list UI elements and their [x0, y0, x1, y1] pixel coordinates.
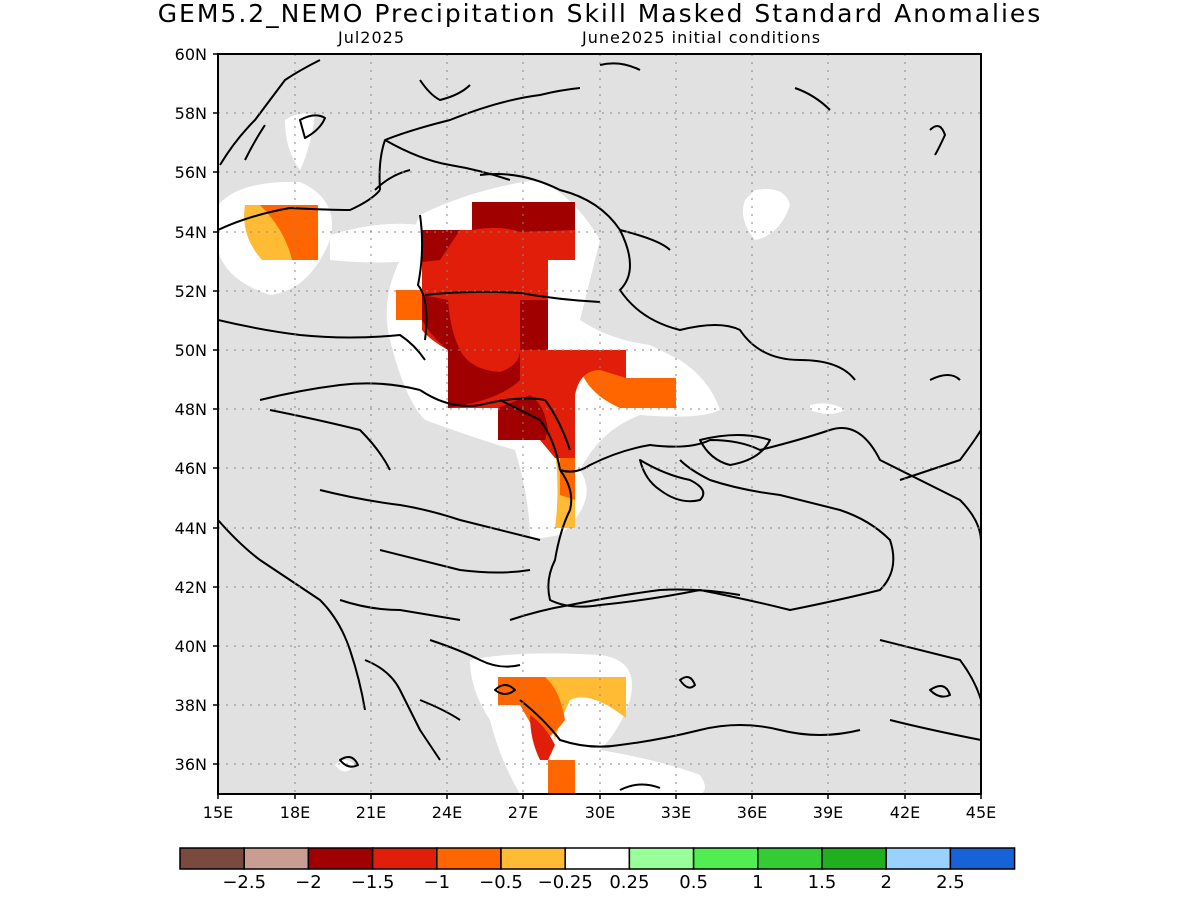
lat-tick-label: 40N — [175, 637, 207, 656]
colorbar-swatch — [885, 847, 952, 870]
lat-tick-labels: 60N 58N 56N 54N 52N 50N 48N 46N 44N 42N … — [175, 45, 207, 774]
colorbar-swatch — [179, 847, 245, 870]
colorbar-label: 1 — [752, 872, 763, 893]
colorbar-label: −2 — [295, 872, 322, 893]
lat-tick-label: 60N — [175, 45, 207, 64]
colorbar-label: 2.5 — [936, 872, 965, 893]
lat-tick-label: 42N — [175, 578, 207, 597]
colorbar-swatch — [371, 847, 438, 870]
lon-tick-label: 15E — [203, 803, 233, 822]
colorbar-label: −0.25 — [538, 872, 593, 893]
colorbar-swatch — [821, 847, 887, 870]
grid-lines — [218, 54, 981, 794]
lon-tick-label: 33E — [661, 803, 691, 822]
colorbar-label: −1.5 — [351, 872, 395, 893]
lat-tick-label: 38N — [175, 696, 207, 715]
anomaly-field — [218, 113, 845, 794]
colorbar-swatch — [757, 847, 823, 870]
lon-tick-label: 45E — [966, 803, 996, 822]
chart-title: GEM5.2_NEMO Precipitation Skill Masked S… — [157, 0, 1043, 28]
coastlines — [218, 59, 981, 791]
lon-tick-label: 21E — [356, 803, 386, 822]
lat-tick-label: 48N — [175, 400, 207, 419]
lon-tick-label: 24E — [432, 803, 462, 822]
colorbar-label: 2 — [880, 872, 891, 893]
colorbar-label: −1 — [424, 872, 451, 893]
lon-tick-label: 39E — [813, 803, 843, 822]
colorbar-label: 0.25 — [609, 872, 649, 893]
colorbar-swatch — [628, 847, 695, 870]
colorbar-label: 1.5 — [808, 872, 837, 893]
lat-tick-label: 36N — [175, 755, 207, 774]
colorbar-label: −0.5 — [479, 872, 523, 893]
lon-tick-label: 18E — [280, 803, 310, 822]
colorbar: −2.5 −2 −1.5 −1 −0.5 −0.25 0.25 0.5 1 1.5 2 2.5 — [179, 847, 1016, 893]
colorbar-swatch — [949, 847, 1016, 870]
lat-tick-label: 46N — [175, 459, 207, 478]
lon-tick-label: 27E — [508, 803, 538, 822]
colorbar-swatch — [500, 847, 566, 870]
colorbar-swatch — [564, 847, 631, 870]
lat-tick-label: 50N — [175, 341, 207, 360]
lat-tick-label: 52N — [175, 282, 207, 301]
lat-tick-label: 58N — [175, 104, 207, 123]
lon-tick-label: 36E — [737, 803, 767, 822]
colorbar-label: 0.5 — [679, 872, 708, 893]
lon-tick-label: 30E — [585, 803, 615, 822]
colorbar-label: −2.5 — [222, 872, 266, 893]
lat-tick-label: 44N — [175, 519, 207, 538]
lat-tick-label: 56N — [175, 163, 207, 182]
initial-conditions: June2025 initial conditions — [582, 28, 822, 47]
colorbar-swatch — [436, 847, 502, 870]
tick-marks — [213, 53, 982, 799]
lon-tick-label: 42E — [890, 803, 920, 822]
valid-month: Jul2025 — [338, 28, 406, 47]
lat-tick-label: 54N — [175, 223, 207, 242]
lon-tick-labels: 15E 18E 21E 24E 27E 30E 33E 36E 39E 42E … — [203, 803, 996, 822]
colorbar-swatch — [243, 847, 310, 870]
colorbar-swatch — [692, 847, 759, 870]
colorbar-swatch — [307, 847, 374, 870]
